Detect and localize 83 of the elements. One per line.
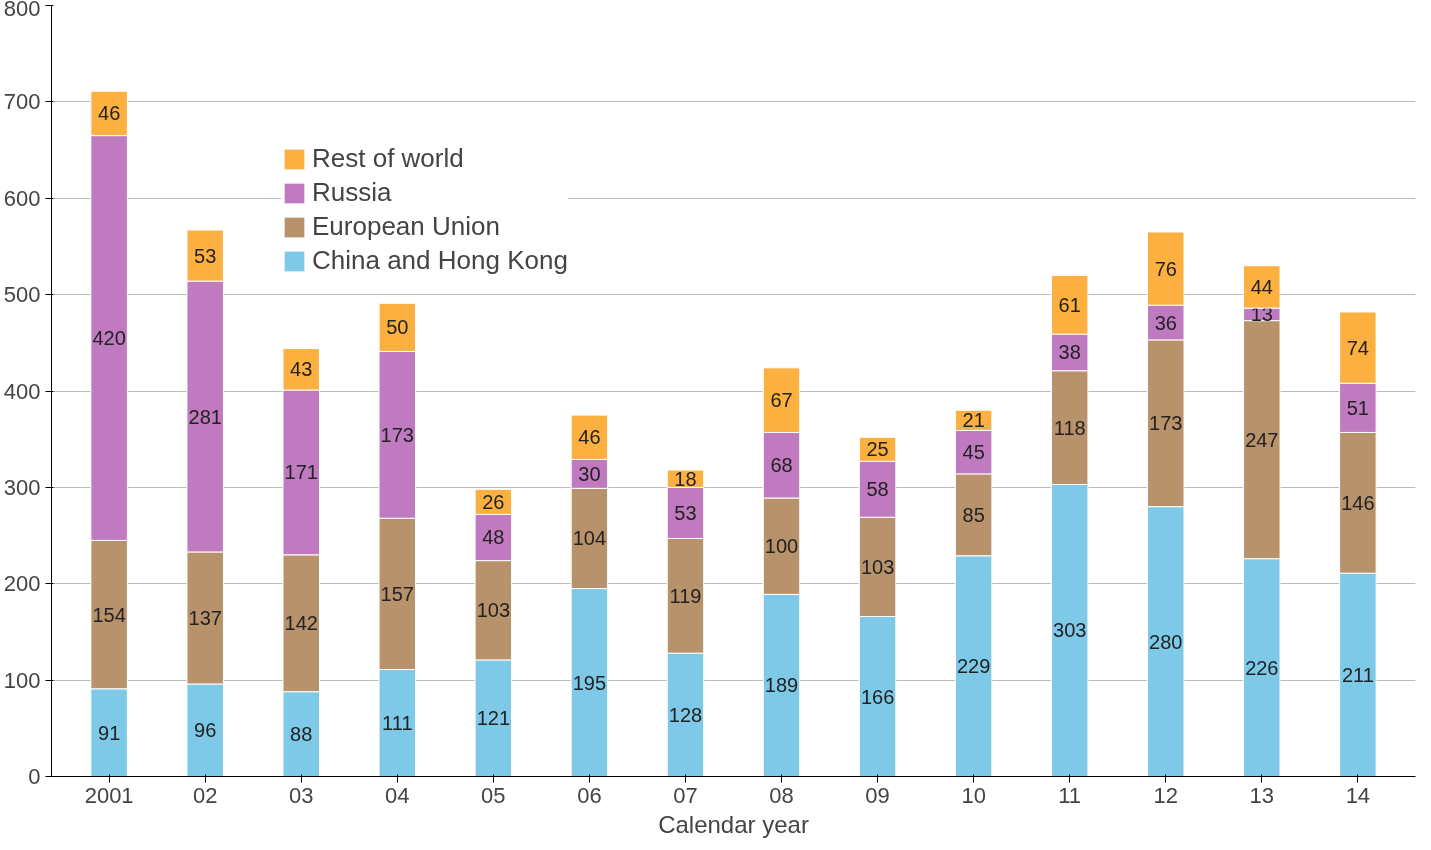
data-label: 229 [956,655,991,678]
data-label: 189 [764,674,799,697]
data-label: 48 [482,526,505,549]
data-label: 104 [572,527,607,550]
legend-label: Rest of world [312,143,464,174]
data-label: 142 [284,612,318,635]
x-tick-label: 06 [577,782,602,808]
legend-label: European Union [312,211,500,242]
data-label: 68 [770,454,793,477]
data-label: 173 [1149,412,1183,435]
legend-label: Russia [312,177,392,208]
data-label: 281 [188,405,222,428]
x-tick-label: 07 [673,782,698,808]
data-label: 121 [476,707,511,730]
legend-label: China and Hong Kong [312,245,568,276]
x-tick-label: 04 [385,782,410,808]
data-label: 45 [962,441,985,464]
data-label: 25 [866,438,889,461]
data-label: 303 [1053,619,1087,642]
data-label: 36 [1154,311,1177,334]
data-label: 118 [1053,416,1086,439]
data-label: 146 [1341,491,1375,514]
data-label: 96 [194,719,217,742]
y-tick-label: 800 [3,0,41,21]
data-label: 46 [578,426,601,449]
x-tick-label: 05 [481,782,506,808]
data-label: 111 [382,712,413,735]
x-tick-label: 03 [289,782,314,808]
data-label: 100 [764,535,799,558]
data-label: 43 [290,358,313,381]
y-tick-label: 700 [3,89,41,115]
data-label: 157 [380,582,414,605]
x-tick-label: 02 [192,782,218,808]
data-label: 67 [770,389,793,412]
x-tick-label: 12 [1153,782,1178,808]
data-label: 76 [1154,257,1177,280]
data-label: 44 [1250,275,1273,298]
y-tick-label: 300 [3,474,41,500]
data-label: 18 [674,467,697,490]
data-label: 58 [866,478,889,501]
data-label: 166 [860,685,895,708]
data-label: 50 [386,316,409,339]
x-axis-title: Calendar year [658,810,809,838]
data-label: 74 [1346,336,1369,359]
data-label: 53 [194,244,217,267]
y-tick-label: 0 [28,764,41,789]
data-label: 91 [98,721,121,744]
data-label: 420 [92,326,126,349]
x-tick-label: 14 [1345,782,1371,808]
data-label: 30 [578,462,601,485]
x-tick-label: 2001 [84,782,134,808]
x-tick-label: 08 [769,782,794,808]
y-tick-label: 100 [3,667,41,693]
data-label: 154 [92,603,126,626]
data-label: 38 [1058,341,1081,364]
data-label: 128 [668,703,703,726]
y-tick-label: 400 [3,378,41,404]
data-label: 280 [1149,630,1183,653]
y-tick-label: 600 [3,185,41,211]
x-tick-label: 11 [1058,782,1082,808]
data-label: 53 [674,501,697,524]
data-label: 26 [482,490,505,513]
data-label: 103 [860,555,895,578]
data-label: 247 [1245,428,1279,451]
data-label: 119 [669,584,702,607]
data-label: 103 [476,599,511,622]
x-tick-label: 13 [1249,782,1275,808]
y-tick-label: 200 [3,571,41,597]
data-label: 137 [188,606,222,629]
data-label: 51 [1346,396,1369,419]
data-label: 88 [290,723,313,746]
x-tick-label: 09 [865,782,890,808]
data-label: 21 [962,409,985,432]
data-label: 46 [98,102,121,125]
y-tick-label: 500 [3,282,41,308]
data-label: 195 [572,671,607,694]
data-label: 85 [962,503,985,526]
data-label: 61 [1058,293,1081,316]
data-label: 171 [284,461,318,484]
data-label: 226 [1245,656,1279,679]
data-label: 173 [380,423,414,446]
x-tick-label: 10 [961,782,986,808]
data-label: 211 [1341,663,1374,686]
